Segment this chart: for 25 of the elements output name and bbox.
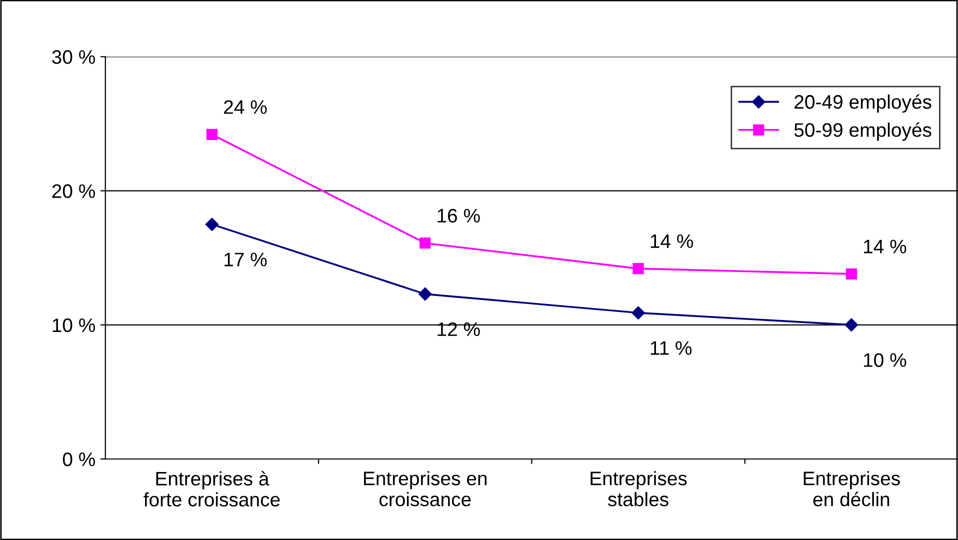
y-tick-label: 0 %: [62, 452, 95, 466]
y-tick-label: 20 %: [52, 184, 95, 198]
x-tick-label: Entreprises à forte croissance: [144, 471, 280, 507]
point: [632, 306, 645, 320]
point: [844, 318, 858, 332]
data-label: 24 %: [224, 100, 267, 114]
point: [420, 238, 431, 249]
data-label: 17 %: [224, 252, 267, 266]
data-label: 11 %: [650, 341, 692, 355]
data-label: 10 %: [864, 353, 906, 367]
point: [632, 263, 644, 274]
legend-label: 50-99 employés: [794, 122, 932, 141]
y-tick-label: 10 %: [52, 318, 95, 332]
x-tick-label: Entreprises en croissance: [364, 471, 487, 506]
point: [418, 287, 432, 301]
x-tick-label: Entreprises en déclin: [804, 471, 900, 506]
y-tick-label: 30 %: [52, 50, 95, 64]
data-label: 14 %: [650, 234, 694, 248]
point: [846, 268, 857, 280]
x-tick-label: Entreprises stables: [590, 471, 687, 506]
point: [206, 128, 218, 140]
legend-label: 20-49 employés: [794, 94, 932, 113]
data-label: 16 %: [438, 208, 480, 223]
point: [205, 218, 219, 231]
data-label: 14 %: [864, 240, 906, 254]
